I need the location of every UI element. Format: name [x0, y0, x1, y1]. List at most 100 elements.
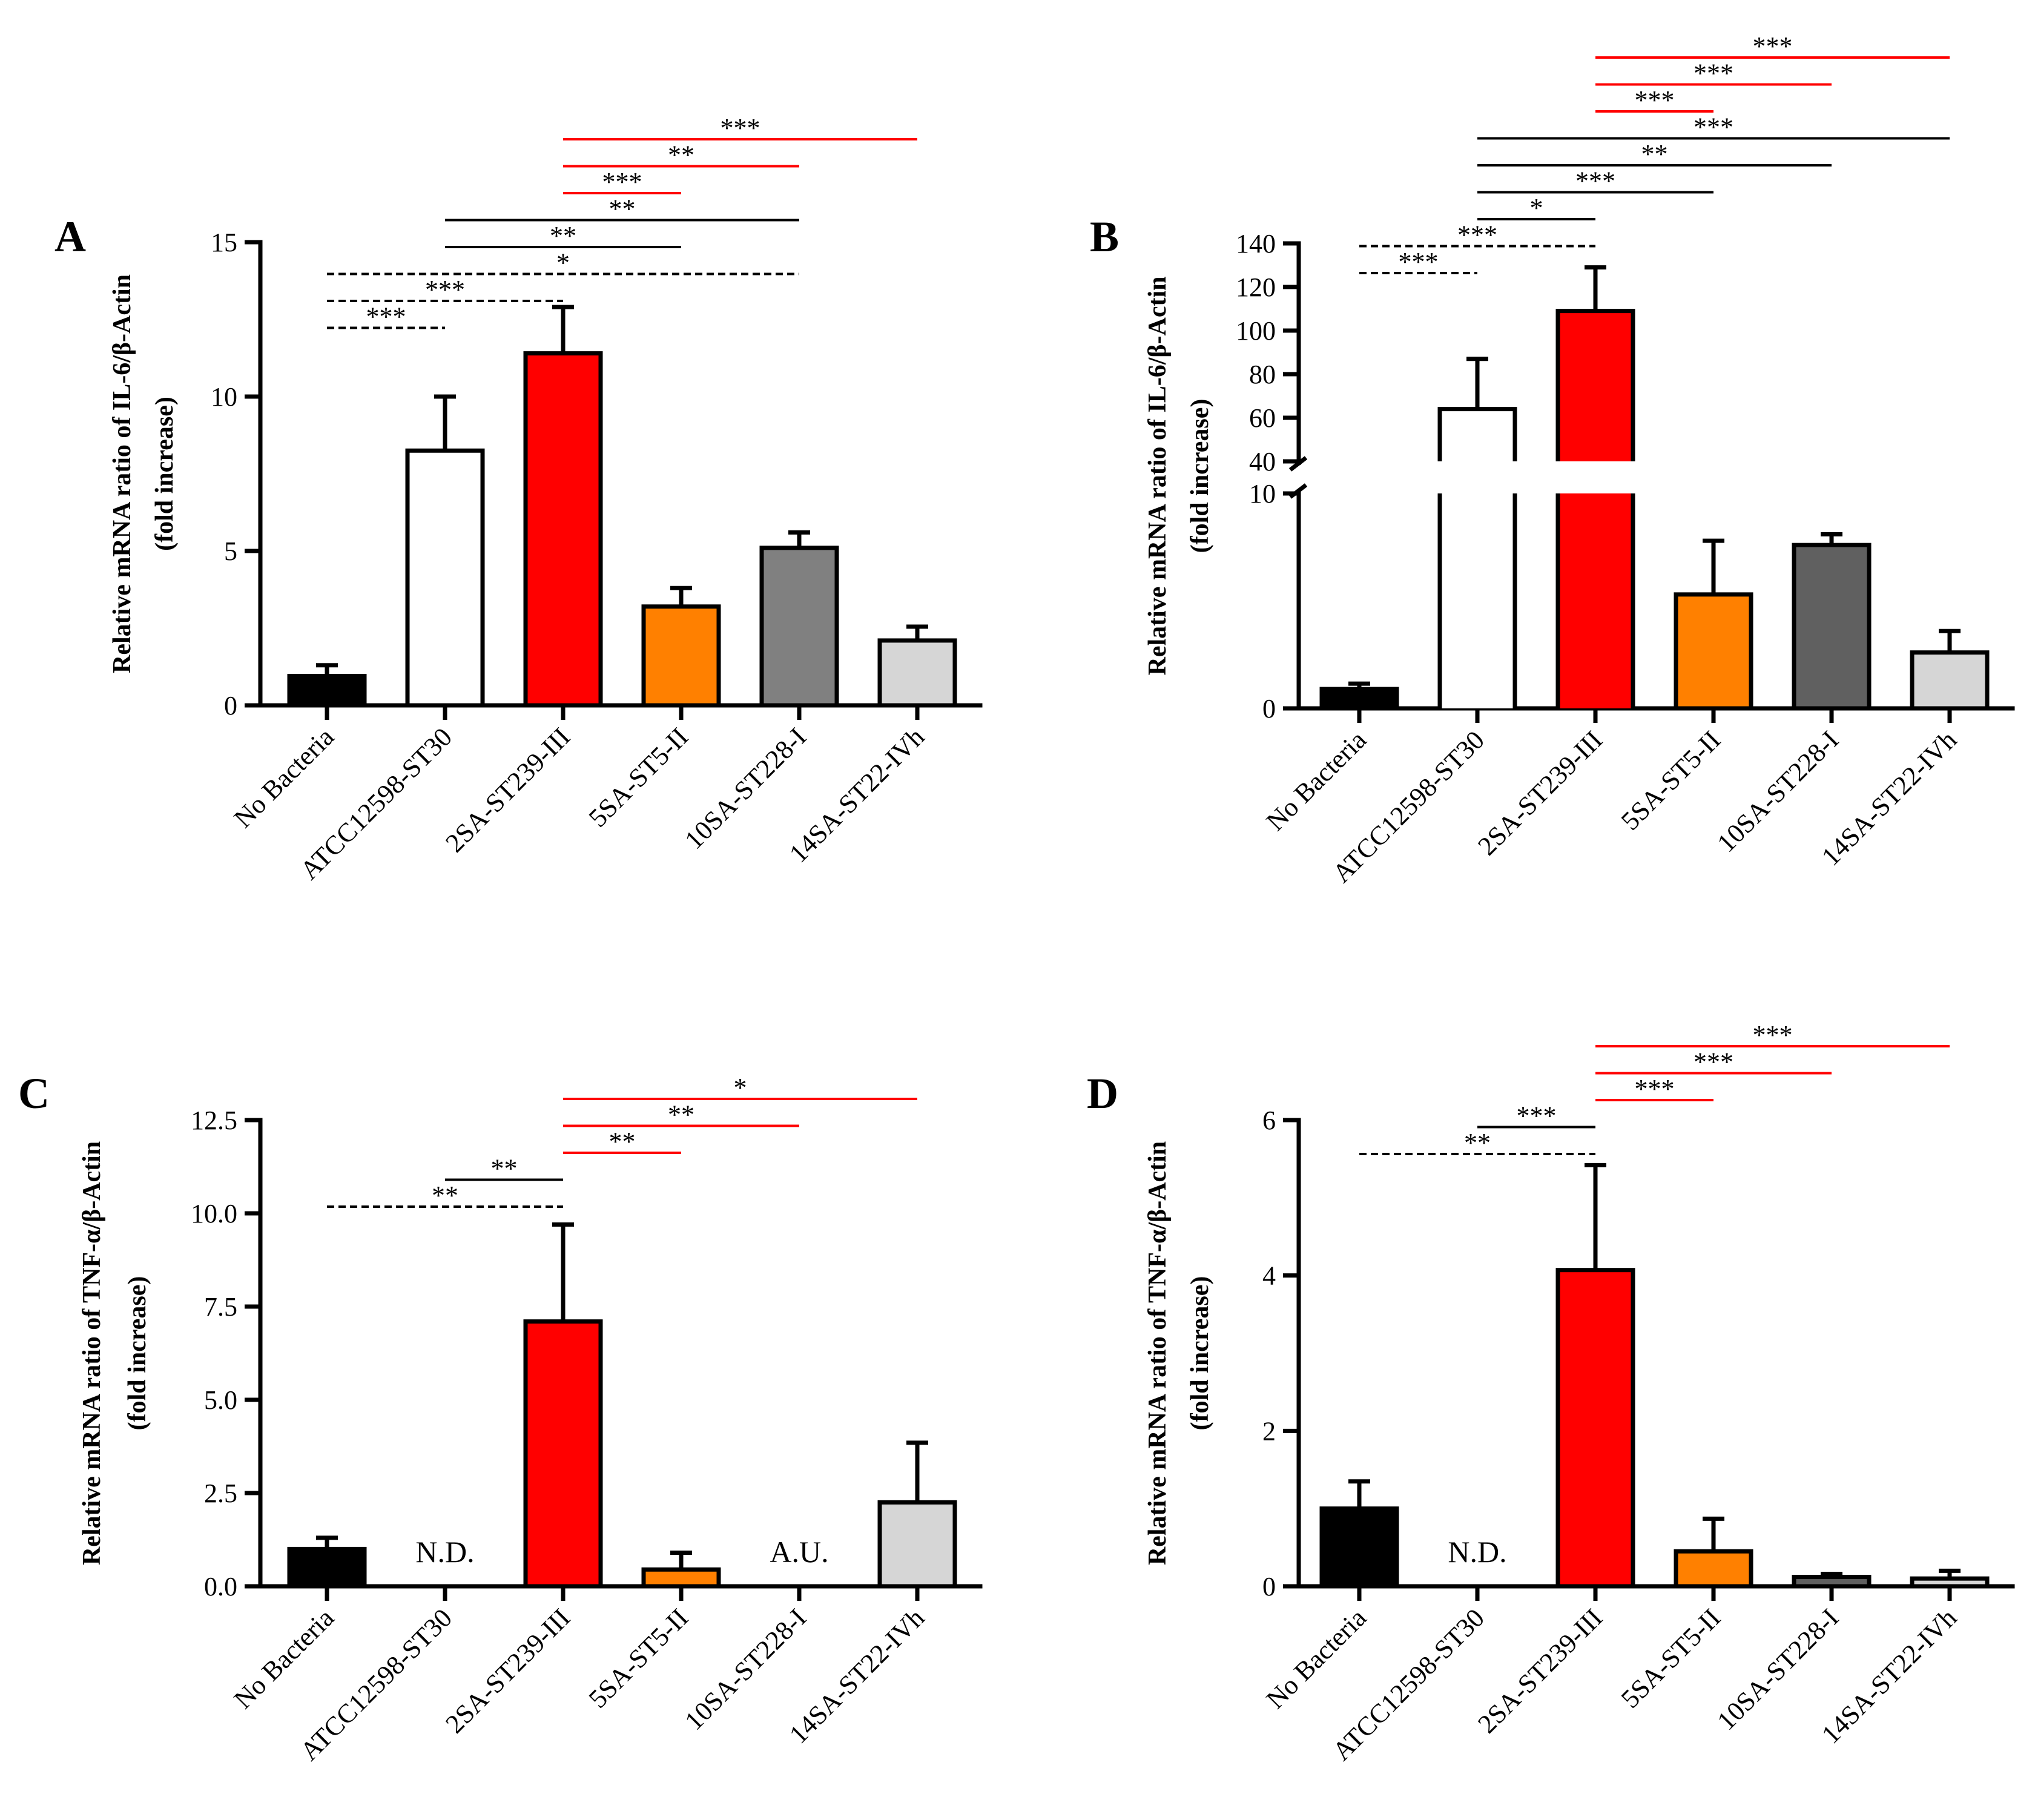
bar: [641, 1567, 721, 1589]
y-tick-label: 0: [224, 691, 237, 720]
significance-label: **: [609, 1127, 636, 1156]
bar-upper-fill: [1442, 409, 1513, 461]
y-axis-label: Relative mRNA ratio of TNF-α/β-Actin: [78, 1141, 106, 1565]
bar-lower-edge: [1437, 493, 1517, 708]
significance-label: ***: [1517, 1101, 1557, 1131]
y-axis-label-sub: (fold increase): [151, 397, 179, 551]
y-tick-label: 100: [1236, 316, 1276, 346]
significance-label: **: [491, 1154, 518, 1184]
bar: [877, 1500, 957, 1589]
bar-lower-fill: [1442, 493, 1513, 708]
y-tick-label: 0: [1262, 694, 1276, 724]
x-category-label: 2SA-ST239-III: [440, 1603, 576, 1739]
y-tick-label: 5: [224, 536, 237, 566]
bar: [1319, 687, 1399, 711]
significance-label: **: [668, 140, 694, 170]
x-category-label: 10SA-ST228-I: [1711, 725, 1844, 858]
panel-letter: D: [1087, 1069, 1118, 1118]
x-category-label: 5SA-ST5-II: [583, 1603, 694, 1713]
bar: [405, 448, 485, 708]
y-axis-label: Relative mRNA ratio of IL-6/β-Actin: [1144, 277, 1172, 676]
y-tick-label: 5.0: [204, 1385, 237, 1415]
bar: [1910, 1576, 1990, 1589]
y-tick-label: 2: [1262, 1416, 1276, 1446]
y-axis-label: Relative mRNA ratio of TNF-α/β-Actin: [1144, 1141, 1172, 1565]
bar: [877, 638, 957, 708]
y-tick-label: 0.0: [204, 1572, 237, 1601]
y-tick-label: 40: [1249, 447, 1276, 476]
bar: [1792, 542, 1872, 711]
bar: [641, 604, 721, 708]
bar-upper-outline: [1555, 309, 1635, 461]
panel-letter: A: [54, 213, 86, 261]
significance-label: ***: [1635, 85, 1675, 115]
significance-label: ***: [1694, 1047, 1733, 1077]
y-tick-label: 10.0: [191, 1199, 237, 1228]
y-tick-label: 4: [1262, 1261, 1276, 1291]
y-tick-label: 10: [1249, 479, 1276, 509]
axis-break-mark: [1288, 456, 1308, 472]
not-detected-note: A.U.: [770, 1535, 828, 1569]
significance-label: ***: [366, 302, 406, 332]
x-category-label: 10SA-ST228-I: [679, 722, 812, 855]
bar-lower-fill: [1560, 493, 1631, 708]
bar-upper-fill: [1560, 311, 1631, 461]
y-tick-label: 0: [1262, 1572, 1276, 1601]
significance-label: ***: [602, 167, 642, 197]
x-category-label: 5SA-ST5-II: [583, 722, 694, 833]
significance-label: **: [668, 1100, 694, 1130]
not-detected-note: N.D.: [415, 1535, 474, 1569]
significance-label: ***: [1399, 247, 1439, 277]
significance-label: **: [432, 1181, 458, 1210]
y-axis-label-sub: (fold increase): [124, 1276, 151, 1431]
significance-label: ***: [1694, 59, 1733, 88]
x-category-label: No Bacteria: [1261, 725, 1372, 836]
y-tick-label: 120: [1236, 272, 1276, 302]
bar: [1319, 1506, 1399, 1589]
y-axis-label-sub: (fold increase): [1186, 399, 1214, 553]
panel-letter: B: [1090, 213, 1119, 261]
significance-label: ***: [1635, 1074, 1675, 1104]
bar: [1910, 650, 1990, 711]
bar: [287, 674, 367, 708]
y-tick-label: 80: [1249, 360, 1276, 389]
x-category-label: 5SA-ST5-II: [1615, 725, 1726, 836]
panel-b: B Relative mRNA ratio of IL-6/β-Actin (fol…: [1090, 31, 2015, 888]
significance-label: ***: [1694, 113, 1733, 142]
panel-c: C Relative mRNA ratio of TNF-α/β-Actin (fo…: [18, 1069, 983, 1766]
significance-label: **: [550, 221, 576, 251]
significance-label: *: [734, 1073, 747, 1103]
x-category-label: 2SA-ST239-III: [1472, 1603, 1608, 1739]
bar: [1674, 1549, 1753, 1589]
bar: [1555, 1268, 1635, 1589]
significance-label: ***: [1753, 31, 1793, 61]
significance-label: **: [1641, 139, 1668, 169]
significance-label: ***: [1753, 1020, 1793, 1050]
x-category-label: 2SA-ST239-III: [1472, 725, 1608, 861]
y-tick-label: 60: [1249, 403, 1276, 433]
y-tick-label: 140: [1236, 229, 1276, 259]
bar-lower-edge: [1555, 493, 1635, 708]
x-category-label: 5SA-ST5-II: [1615, 1603, 1726, 1713]
bar-upper-outline: [1437, 407, 1517, 461]
x-category-label: No Bacteria: [1261, 1603, 1372, 1714]
significance-label: ***: [425, 275, 465, 305]
panel-a: A Relative mRNA ratio of IL-6/β-Actin (fol…: [54, 113, 983, 885]
not-detected-note: N.D.: [1448, 1535, 1506, 1569]
bar: [523, 351, 603, 708]
significance-label: *: [1530, 193, 1543, 223]
x-category-label: No Bacteria: [228, 722, 340, 833]
bar: [1674, 592, 1753, 711]
panel-d: D Relative mRNA ratio of TNF-α/β-Actin (fo…: [1087, 1020, 2015, 1766]
significance-label: **: [609, 194, 636, 224]
y-tick-label: 6: [1262, 1106, 1276, 1135]
y-tick-label: 15: [211, 228, 237, 257]
x-category-label: 10SA-ST228-I: [679, 1603, 812, 1736]
bar: [1792, 1575, 1872, 1589]
y-axis-label: Relative mRNA ratio of IL-6/β-Actin: [108, 274, 136, 673]
bar: [523, 1319, 603, 1589]
bar: [759, 546, 839, 708]
x-category-label: No Bacteria: [228, 1603, 340, 1714]
bar: [287, 1546, 367, 1589]
